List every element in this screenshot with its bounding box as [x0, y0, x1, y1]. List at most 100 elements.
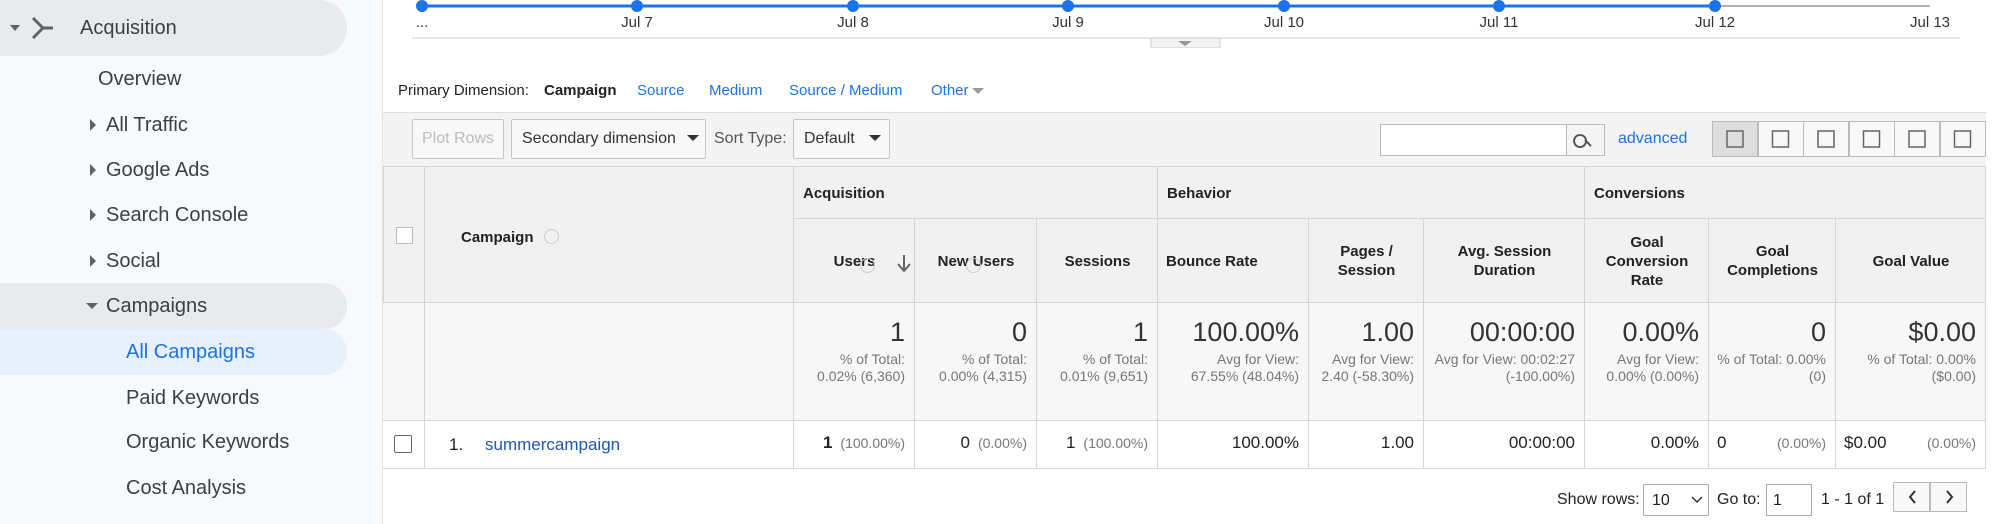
row-cell: 00:00:00 [1432, 433, 1575, 453]
row-checkbox[interactable] [394, 435, 412, 453]
cell-percent: (100.00%) [840, 435, 905, 451]
prev-button[interactable] [1893, 482, 1930, 512]
view-button[interactable] [1803, 121, 1849, 157]
cell [1424, 421, 1585, 469]
cell [1709, 219, 1836, 421]
cell-value: 0 [960, 433, 970, 452]
series-dot [416, 0, 428, 12]
nav-item[interactable]: Overview [98, 68, 182, 90]
total-value: 1 [889, 317, 905, 347]
cell [1836, 219, 1986, 421]
total-note: % of Total: 0.00% (4,315) [939, 351, 1027, 384]
sort-select[interactable]: Default [793, 119, 890, 159]
nav-item[interactable]: Search Console [106, 204, 249, 226]
total-value: 0 [1810, 317, 1826, 347]
row-name[interactable]: summercampaign [485, 435, 621, 454]
x-tick-label: Jul 13 [1909, 14, 1951, 31]
cell-value: 1.00 [1380, 433, 1414, 452]
column-header[interactable]: Campaign [461, 229, 534, 246]
total-value: 0 [1011, 317, 1027, 347]
plot-rows-button[interactable]: Plot Rows [412, 119, 504, 159]
group-header: Behavior [1167, 185, 1232, 202]
row-cell: 0.00% [1593, 433, 1699, 453]
column-header-text: Goal Completions [1727, 243, 1818, 279]
range-label: 1 - 1 of 1 [1821, 491, 1885, 508]
expand-arrow [90, 164, 96, 176]
total-note: % of Total: 0.00% ($0.00) [1867, 351, 1976, 384]
next-button[interactable] [1930, 482, 1967, 512]
goto-input[interactable]: 1 [1766, 484, 1812, 516]
dimension-option[interactable]: Medium [709, 82, 763, 99]
total-note: Avg for View: 2.40 (-58.30%) [1321, 351, 1414, 384]
help-icon [860, 258, 875, 273]
column-header-text: Avg. Session Duration [1457, 243, 1552, 279]
column-header[interactable]: Goal Value [1844, 227, 1978, 295]
column-header-text: Goal Conversion Rate [1605, 233, 1689, 289]
secondary-dimension[interactable]: Secondary dimension [511, 119, 706, 159]
cell [1158, 219, 1309, 421]
series-dot [1278, 0, 1290, 12]
cell [383, 166, 425, 421]
dimension-option[interactable]: Other [931, 82, 969, 99]
caret [86, 303, 98, 309]
column-header[interactable]: Avg. Session Duration [1432, 227, 1577, 295]
advanced-link[interactable]: advanced [1618, 130, 1688, 147]
nav-item[interactable]: All Campaigns [126, 341, 255, 363]
nav-item[interactable]: Organic Keywords [126, 431, 290, 453]
column-header[interactable]: Users [802, 227, 907, 295]
series-dot [1493, 0, 1505, 12]
cell-value: 1 [1065, 433, 1076, 452]
cell [1424, 219, 1585, 421]
dimension-option[interactable]: Source / Medium [789, 82, 903, 99]
column-header[interactable]: Bounce Rate [1166, 227, 1301, 295]
column-header[interactable]: Pages / Session [1317, 227, 1416, 295]
cell [1309, 421, 1424, 469]
total-value: $0.00 [1908, 317, 1976, 347]
cell [915, 219, 1037, 421]
group-header: Conversions [1594, 185, 1685, 202]
total-value: 00:00:00 [1469, 317, 1575, 347]
sidebar [0, 0, 383, 524]
view-button[interactable] [1848, 121, 1895, 157]
table-header [383, 166, 1986, 303]
nav-pill-active [0, 329, 347, 375]
nav-item[interactable]: All Traffic [106, 114, 188, 136]
nav-item[interactable]: Paid Keywords [126, 387, 260, 409]
column-header[interactable]: Goal Conversion Rate [1593, 227, 1701, 295]
view-button[interactable] [1712, 121, 1758, 157]
row-index: 1. [449, 435, 464, 454]
x-tick-label: Jul 10 [1263, 14, 1305, 31]
cell [1836, 421, 1986, 469]
nav-item[interactable]: Campaigns [106, 295, 208, 317]
dimension-option[interactable]: Source [637, 82, 685, 99]
select-all[interactable] [396, 227, 413, 244]
view-button[interactable] [1939, 121, 1986, 157]
cell [1158, 421, 1309, 469]
nav-item[interactable]: Google Ads [106, 159, 210, 181]
help-icon [966, 258, 981, 273]
acquisition-icon [31, 16, 53, 40]
search-button[interactable] [1566, 124, 1605, 156]
cell [1309, 219, 1424, 421]
rows-select[interactable]: 10 [1643, 484, 1709, 516]
column-header[interactable]: Sessions [1045, 227, 1150, 295]
nav-item[interactable]: Acquisition [80, 17, 177, 39]
cell-value: 0.00% [1650, 433, 1699, 452]
nav-item[interactable]: Cost Analysis [126, 477, 247, 499]
column-header[interactable]: Goal Completions [1717, 227, 1828, 295]
data-row [383, 421, 1986, 469]
total-note: Avg for View: 0.00% (0.00%) [1606, 351, 1699, 384]
cell [1037, 421, 1158, 469]
cell-value: $0.00 [1844, 433, 1887, 452]
expand-arrow [90, 209, 96, 221]
cell [383, 421, 425, 469]
nav-item[interactable]: Social [106, 250, 161, 272]
cell [1585, 219, 1709, 421]
view-button[interactable] [1757, 121, 1804, 157]
cell-percent: (0.00%) [1776, 435, 1826, 451]
total-note: % of Total: 0.00% (0) [1717, 351, 1826, 384]
view-button[interactable] [1894, 121, 1940, 157]
cell [794, 421, 915, 469]
column-header-text: Pages / Session [1337, 243, 1396, 279]
x-tick-label: Jul 12 [1694, 14, 1736, 31]
